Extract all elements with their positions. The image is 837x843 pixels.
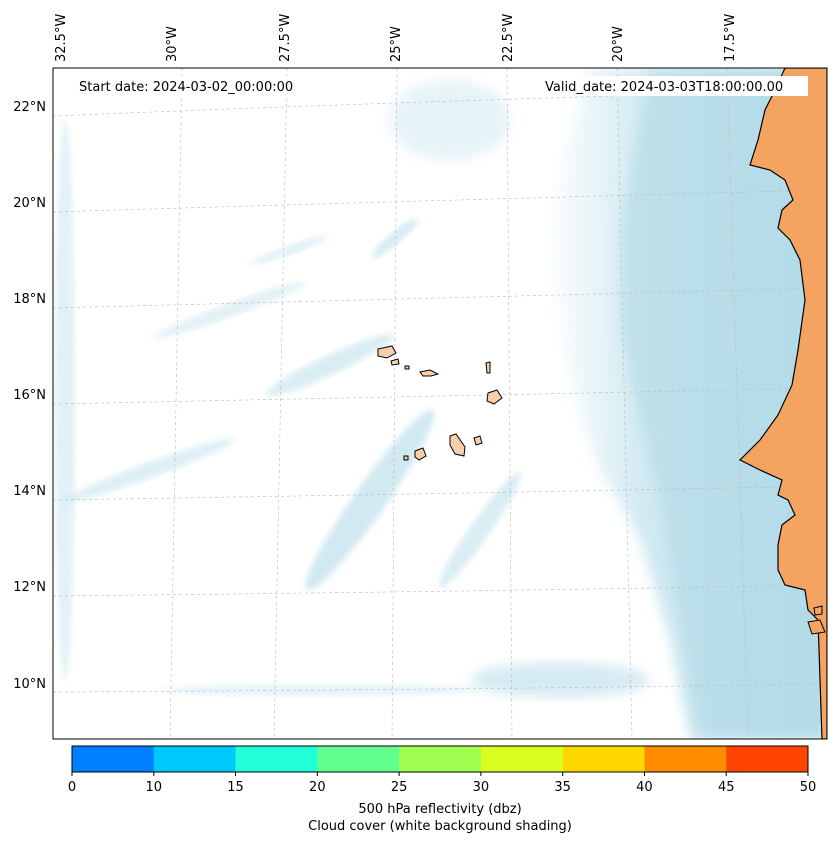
island-santiago — [449, 433, 466, 457]
colorbar-label-line2: Cloud cover (white background shading) — [308, 819, 572, 834]
island-santa-luzia — [404, 365, 410, 370]
island-santo-antao — [377, 345, 397, 359]
cloud-patch — [266, 334, 394, 396]
lon-tick-label: 25°W — [389, 26, 404, 62]
cloud-patch — [160, 684, 480, 696]
cloud-patch — [371, 218, 419, 258]
colorbar-tick-label: 45 — [718, 780, 735, 795]
island-sao-vicente — [390, 358, 400, 366]
colorbar-tick-label: 25 — [391, 780, 408, 795]
cloud-patch — [470, 662, 650, 698]
cloud-patch — [65, 438, 235, 502]
island-maio — [473, 435, 483, 446]
cloud-band-east-inner — [620, 68, 827, 739]
cloud-patch — [439, 472, 521, 588]
map-frame — [52, 67, 828, 740]
colorbar-tick-label: 15 — [227, 780, 244, 795]
start-date-annotation: Start date: 2024-03-02_00:00:00 — [72, 76, 312, 96]
colorbar-segment — [726, 746, 809, 772]
island-brava — [403, 455, 409, 461]
valid-date-annotation: Valid_date: 2024-03-03T18:00:00.00 — [540, 76, 808, 96]
colorbar-segment — [153, 746, 237, 772]
colorbar-segment — [317, 746, 400, 772]
colorbar-tick-label: 30 — [473, 780, 490, 795]
lon-tick-label: 20°W — [611, 26, 626, 62]
lat-tick-label: 10°N — [13, 677, 46, 692]
lat-tick-label: 22°N — [13, 100, 46, 115]
cape-verde-islands — [377, 345, 503, 461]
start-date-text: Start date: 2024-03-02_00:00:00 — [79, 80, 293, 95]
colorbar-segment — [562, 746, 645, 772]
lat-tick-label: 16°N — [13, 388, 46, 403]
lon-tick-label: 32.5°W — [54, 14, 69, 62]
latitude-labels: 22°N 20°N 18°N 16°N 14°N 12°N 10°N — [13, 100, 46, 692]
colorbar-segment — [72, 746, 155, 772]
island-fogo — [414, 447, 427, 461]
lat-tick-label: 20°N — [13, 196, 46, 211]
cloud-patch — [55, 120, 75, 680]
colorbar-segment — [235, 746, 318, 772]
cloud-patch — [390, 80, 510, 160]
colorbar-tick-label: 40 — [636, 780, 653, 795]
cloud-patch — [252, 235, 328, 265]
lat-tick-label: 12°N — [13, 580, 46, 595]
cloud-patch — [154, 281, 306, 339]
colorbar-tick-label: 35 — [554, 780, 571, 795]
colorbar-frame — [71, 745, 809, 773]
lon-tick-label: 27.5°W — [278, 14, 293, 62]
longitude-labels: 32.5°W 30°W 27.5°W 25°W 22.5°W 20°W 17.5… — [54, 14, 738, 62]
colorbar-tick-label: 50 — [800, 780, 817, 795]
colorbar-segment — [480, 746, 564, 772]
colorbar-tick-label: 20 — [309, 780, 326, 795]
cloud-cover-shading — [55, 68, 827, 739]
colorbar: 0 10 15 20 25 30 35 40 45 50 — [68, 745, 817, 795]
colorbar-segment — [644, 746, 727, 772]
cloud-patch — [305, 409, 435, 591]
lon-tick-label: 22.5°W — [501, 14, 516, 62]
map-plot-area — [53, 68, 827, 739]
island-sal — [485, 361, 491, 374]
lon-tick-label: 30°W — [165, 26, 180, 62]
island-sao-nicolau — [419, 369, 440, 377]
africa-coast-islands — [807, 605, 826, 635]
valid-date-text: Valid_date: 2024-03-03T18:00:00.00 — [545, 80, 783, 95]
colorbar-label-line1: 500 hPa reflectivity (dbz) — [358, 802, 521, 817]
colorbar-segment — [399, 746, 482, 772]
lat-tick-label: 14°N — [13, 484, 46, 499]
island-boa-vista — [486, 389, 503, 405]
africa-coastline — [738, 68, 827, 739]
colorbar-tick-label: 10 — [146, 780, 163, 795]
graticule — [53, 68, 827, 739]
lat-tick-label: 18°N — [13, 292, 46, 307]
lon-tick-label: 17.5°W — [723, 14, 738, 62]
colorbar-tick-label: 0 — [68, 780, 76, 795]
